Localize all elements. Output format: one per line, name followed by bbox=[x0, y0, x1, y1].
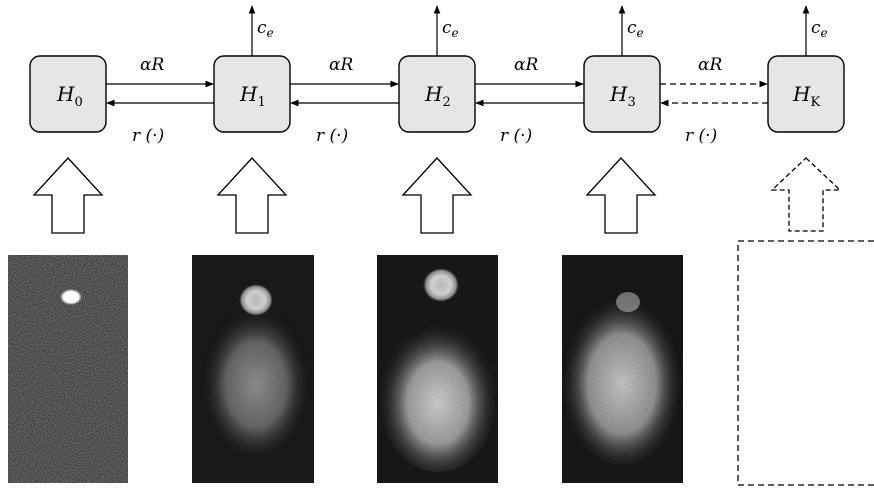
comet-head bbox=[423, 268, 459, 302]
state-h0: H0 bbox=[29, 55, 107, 133]
forward-label: αR bbox=[698, 55, 722, 75]
state-h1: H1 bbox=[213, 55, 291, 133]
transition-3 bbox=[660, 80, 768, 107]
up-arrow-h3 bbox=[585, 157, 657, 234]
transition-labels: αR αR αR αR r (·) r (·) r (·) r (·) bbox=[132, 55, 722, 146]
state-h2: H2 bbox=[398, 55, 476, 133]
output-label: ce bbox=[627, 18, 644, 40]
output-label: ce bbox=[442, 18, 459, 40]
backward-label: r (·) bbox=[316, 126, 348, 146]
comet-image-h2 bbox=[376, 255, 500, 483]
backward-label: r (·) bbox=[500, 126, 532, 146]
comet-image-h1 bbox=[192, 255, 314, 483]
up-arrow-h1 bbox=[216, 157, 288, 234]
up-arrow-hk bbox=[770, 157, 842, 232]
state-label: H2 bbox=[424, 82, 451, 110]
backward-label: r (·) bbox=[685, 126, 717, 146]
transition-1 bbox=[290, 80, 399, 107]
comet-head bbox=[239, 284, 273, 316]
output-arrows bbox=[248, 5, 810, 56]
transition-2 bbox=[475, 80, 584, 107]
up-arrow-h0 bbox=[32, 157, 104, 234]
state-label: H1 bbox=[239, 82, 266, 110]
backward-label: r (·) bbox=[132, 126, 164, 146]
comet-tail bbox=[201, 299, 311, 455]
comet-image-hk-placeholder bbox=[737, 240, 874, 486]
state-label: H0 bbox=[56, 82, 83, 110]
state-h3: H3 bbox=[583, 55, 661, 133]
comet-image-h3 bbox=[560, 255, 684, 483]
transition-0 bbox=[106, 80, 214, 107]
comet-tail bbox=[560, 285, 684, 465]
state-label: HK bbox=[792, 82, 820, 110]
forward-label: αR bbox=[140, 55, 164, 75]
up-arrows bbox=[32, 157, 842, 234]
state-box bbox=[29, 55, 107, 133]
forward-label: αR bbox=[514, 55, 538, 75]
comet-image-h0 bbox=[8, 255, 128, 483]
output-label: ce bbox=[257, 18, 274, 40]
output-label: ce bbox=[811, 18, 828, 40]
forward-label: αR bbox=[329, 55, 353, 75]
output-labels: ce ce ce ce bbox=[257, 18, 828, 40]
state-label: H3 bbox=[609, 82, 636, 110]
state-hk: HK bbox=[767, 55, 845, 133]
comet-tail bbox=[376, 308, 500, 472]
up-arrow-h2 bbox=[401, 157, 473, 234]
